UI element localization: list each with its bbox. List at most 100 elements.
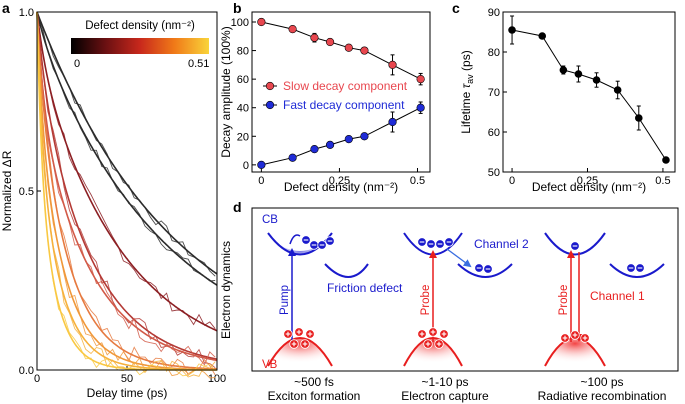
y-tick-label: 80: [488, 47, 500, 59]
panel-c-ylabel: Lifetime τav (ps): [459, 50, 475, 133]
data-point: [592, 76, 601, 84]
data-point: [310, 145, 319, 154]
panel-b-xlabel: Defect density (nm⁻²): [284, 180, 398, 194]
x-tick-label: 0.5: [655, 175, 670, 187]
x-tick-label: 0: [258, 175, 264, 187]
panel-c-frame: [502, 11, 676, 173]
data-trace: [36, 11, 216, 379]
panel-d-frame: [251, 207, 679, 372]
fit-curve: [36, 11, 218, 362]
data-point: [325, 140, 335, 149]
stage-3-name: Radiative recombination: [538, 389, 667, 403]
colorbar-min-label: 0: [74, 58, 80, 70]
y-tick-label: 90: [488, 7, 500, 19]
y-tick-label: 0.0: [19, 365, 34, 377]
data-point: [344, 43, 353, 52]
channel2-arrow: [446, 248, 472, 268]
panel-c-lifetime: 0 0.25 0.5 50 60 70 80 90: [488, 7, 671, 187]
legend-label: Fast decay component: [283, 98, 405, 112]
y-tick-label: 50: [488, 167, 500, 179]
energy-diagram: CB VB Pump Friction defect Probe Channel…: [262, 214, 665, 371]
channel1-label: Channel 1: [590, 289, 645, 303]
fit-curve: [36, 11, 217, 370]
x-tick-label: 0.25: [577, 175, 598, 187]
panel-d-ylabel: Electron dynamics: [219, 241, 233, 339]
probe-label-1: Probe: [420, 285, 432, 316]
stage-1-time: ~500 fs: [294, 375, 334, 389]
x-tick-label: 0.25: [329, 175, 350, 187]
panel-label-c: c: [452, 0, 460, 16]
y-tick-label: 1.0: [19, 7, 34, 19]
colorbar-max-label: 0.51: [188, 58, 209, 70]
x-tick-label: 50: [121, 373, 133, 385]
conduction-band-3: [544, 232, 606, 256]
data-point: [325, 37, 335, 47]
data-point: [416, 75, 425, 84]
data-point: [388, 60, 397, 69]
defect-band: [324, 263, 369, 278]
series-line: [261, 107, 421, 166]
fit-curve: [36, 11, 218, 332]
stage-captions: ~500 fs Exciton formation ~1-10 ps Elect…: [268, 375, 667, 403]
y-tick-label: 40: [237, 103, 249, 115]
fit-curve: [36, 11, 218, 275]
panel-label-b: b: [233, 0, 242, 16]
fit-curve: [36, 11, 218, 286]
legend-marker: [265, 81, 275, 91]
y-tick-label: 60: [488, 127, 500, 139]
panel-a-xlabel: Delay time (ps): [87, 386, 168, 400]
data-point: [662, 156, 670, 164]
data-point: [416, 103, 425, 112]
legend-marker: [265, 100, 275, 110]
data-point: [613, 86, 622, 94]
series-line: [512, 29, 667, 161]
data-point: [574, 70, 583, 78]
data-point: [257, 17, 266, 27]
y-tick-label: 0.5: [19, 186, 34, 198]
data-point: [388, 117, 397, 127]
defect-band-2: [457, 263, 513, 278]
y-tick-label: 20: [237, 131, 249, 143]
panel-a-frame: [36, 11, 218, 371]
stage-3-time: ~100 ps: [580, 375, 623, 389]
data-point: [344, 135, 353, 144]
legend-label: Slow decay component: [283, 79, 408, 93]
data-point: [257, 160, 266, 169]
panel-label-a: a: [2, 0, 10, 16]
y-tick-label: 0: [243, 160, 249, 172]
panel-b-ylabel: Decay amplitude (100%): [219, 26, 233, 157]
data-point: [508, 26, 516, 34]
relax-arrow: [289, 234, 301, 245]
y-tick-label: 100: [231, 17, 249, 29]
valence-band-1: [267, 337, 333, 367]
data-point: [559, 66, 568, 74]
data-point: [360, 46, 369, 55]
pump-label: Pump: [279, 285, 291, 315]
panel-c-xlabel: Defect density (nm⁻²): [532, 180, 646, 194]
friction-defect-label: Friction defect: [327, 281, 403, 295]
probe-label-2: Probe: [558, 285, 570, 316]
panel-b-frame: [251, 11, 431, 173]
x-tick-label: 0: [34, 373, 40, 385]
channel2-label: Channel 2: [474, 237, 529, 251]
colorbar: [71, 38, 209, 54]
x-tick-label: 0: [509, 175, 515, 187]
data-point: [310, 33, 319, 42]
data-point: [288, 25, 297, 34]
y-tick-label: 80: [237, 46, 249, 58]
stage-2-time: ~1-10 ps: [421, 375, 468, 389]
series-line: [261, 21, 421, 80]
y-tick-label: 60: [237, 74, 249, 86]
cb-label: CB: [262, 214, 278, 226]
x-tick-label: 0.5: [410, 175, 425, 187]
colorbar-title: Defect density (nm⁻²): [85, 20, 195, 32]
y-tick-label: 70: [488, 87, 500, 99]
panel-label-d: d: [233, 199, 242, 215]
stage-2-name: Electron capture: [401, 389, 489, 403]
fit-curve: [36, 11, 218, 360]
data-point: [538, 32, 547, 40]
defect-band-3: [609, 263, 665, 278]
panel-b-amplitudes: 0 0.25 0.5 0 20 40 60 80 100 Slow decay component…: [231, 17, 426, 187]
vb-label: VB: [262, 359, 278, 371]
